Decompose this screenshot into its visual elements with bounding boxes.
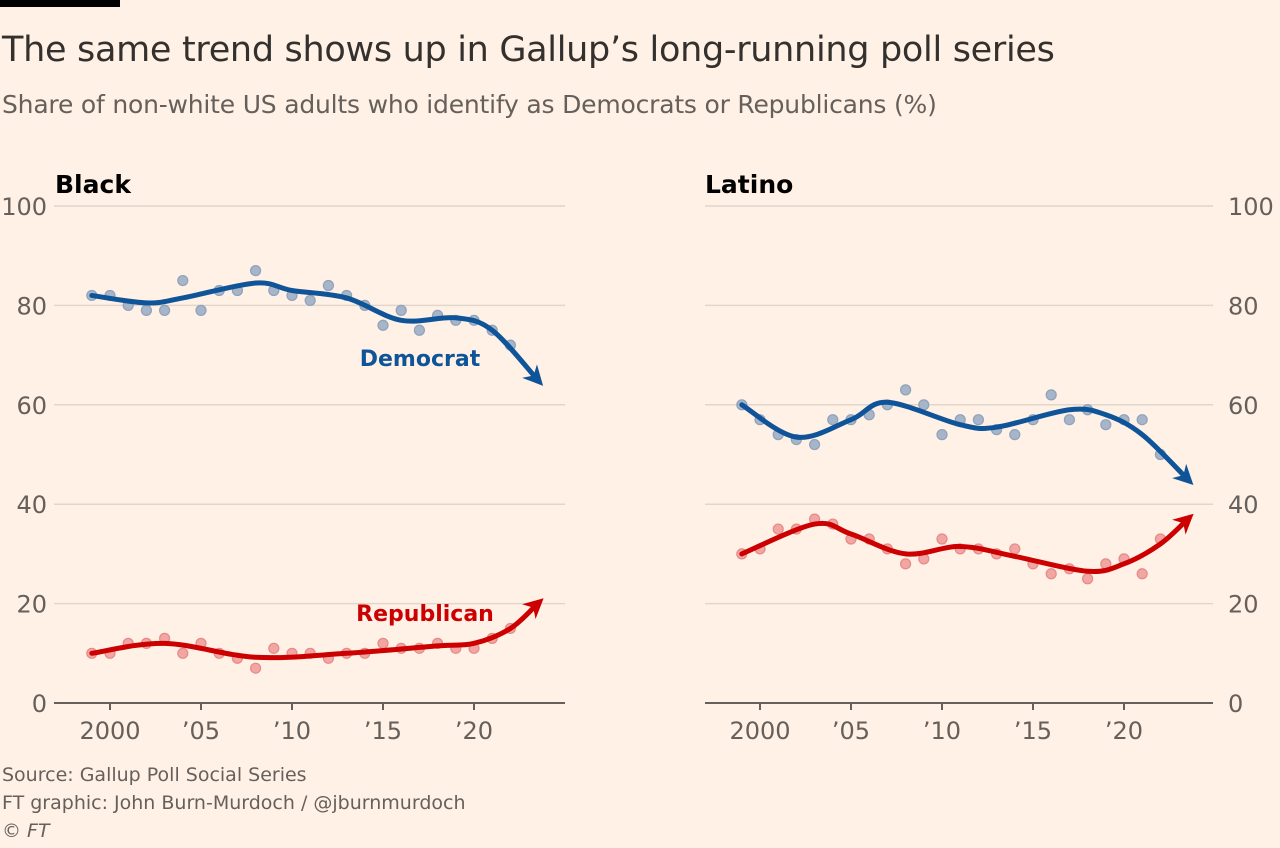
x-tick-label: ’15 (1014, 717, 1052, 745)
democrat-point (250, 265, 262, 277)
democrat-point (1009, 429, 1021, 441)
ft-top-bar (0, 0, 120, 7)
republican-point (177, 647, 189, 659)
x-tick-label: 2000 (729, 717, 790, 745)
democrat-trend-line (739, 399, 1194, 485)
democrat-label: Democrat (360, 347, 481, 372)
democrat-point (140, 304, 152, 316)
y-tick-label: 20 (1228, 591, 1259, 619)
republican-point (1009, 543, 1021, 555)
y-tick-label: 60 (1228, 392, 1259, 420)
democrat-point (413, 324, 425, 336)
democrat-trend-line (89, 280, 544, 386)
panel-latino: Latino 0 20 40 60 80 100 2000 ’05 ’10 ’15 ’20 (705, 170, 1274, 745)
x-tick-label: ’20 (1105, 717, 1143, 745)
y-tick-label: 40 (1228, 491, 1259, 519)
panel-black: Black 0 20 40 60 80 100 2000 ’05 ’10 ’15 ’20 Democra… (1, 170, 565, 745)
x-tick-label: ’05 (182, 717, 220, 745)
y-tick-label: 20 (16, 591, 47, 619)
y-tick-label: 80 (1228, 292, 1259, 320)
y-tick-label: 100 (1228, 193, 1274, 221)
republican-label: Republican (356, 602, 494, 627)
republican-point (250, 662, 262, 674)
democrat-point (1100, 419, 1112, 431)
chart-subtitle: Share of non-white US adults who identif… (2, 90, 937, 119)
republican-point (1045, 568, 1057, 580)
democrat-point (395, 304, 407, 316)
y-tick-label: 0 (1228, 690, 1243, 718)
democrat-point (322, 279, 334, 292)
credit-note: FT graphic: John Burn-Murdoch / @jburnmu… (2, 792, 466, 814)
republican-trend-line (89, 598, 544, 661)
chart-title: The same trend shows up in Gallup’s long… (2, 30, 1055, 70)
democrat-point (918, 399, 930, 411)
democrat-point (972, 414, 985, 426)
panel-title: Black (55, 170, 132, 199)
republican-trend-line (739, 513, 1194, 575)
copyright-note: © FT (2, 820, 50, 842)
democrat-point (304, 294, 316, 307)
republican-point (899, 558, 912, 570)
democrat-point (936, 429, 948, 441)
republican-point (377, 637, 389, 649)
republican-point (1081, 573, 1094, 585)
x-tick-label: ’15 (364, 717, 402, 745)
y-tick-label: 80 (16, 292, 47, 320)
republican-point (936, 533, 948, 545)
republican-point (1136, 568, 1148, 580)
y-tick-label: 100 (1, 193, 47, 221)
republican-point (268, 642, 280, 654)
democrat-point (1063, 414, 1076, 426)
x-tick-label: ’10 (923, 717, 961, 745)
democrat-point (1136, 414, 1148, 426)
republican-point (772, 523, 784, 535)
y-tick-label: 40 (16, 491, 47, 519)
x-tick-label: 2000 (79, 717, 140, 745)
source-note: Source: Gallup Poll Social Series (2, 764, 307, 786)
democrat-point (377, 319, 389, 331)
democrat-point (177, 274, 189, 287)
democrat-point (808, 438, 821, 451)
democrat-point (195, 304, 207, 316)
panel-title: Latino (705, 170, 793, 199)
democrat-point (827, 414, 839, 426)
democrat-point (159, 304, 171, 316)
y-tick-label: 0 (32, 690, 47, 718)
x-tick-label: ’10 (273, 717, 311, 745)
x-tick-label: ’20 (455, 717, 493, 745)
x-tick-label: ’05 (832, 717, 870, 745)
democrat-point (899, 384, 912, 396)
y-tick-label: 60 (16, 392, 47, 420)
democrat-point (1045, 389, 1057, 401)
